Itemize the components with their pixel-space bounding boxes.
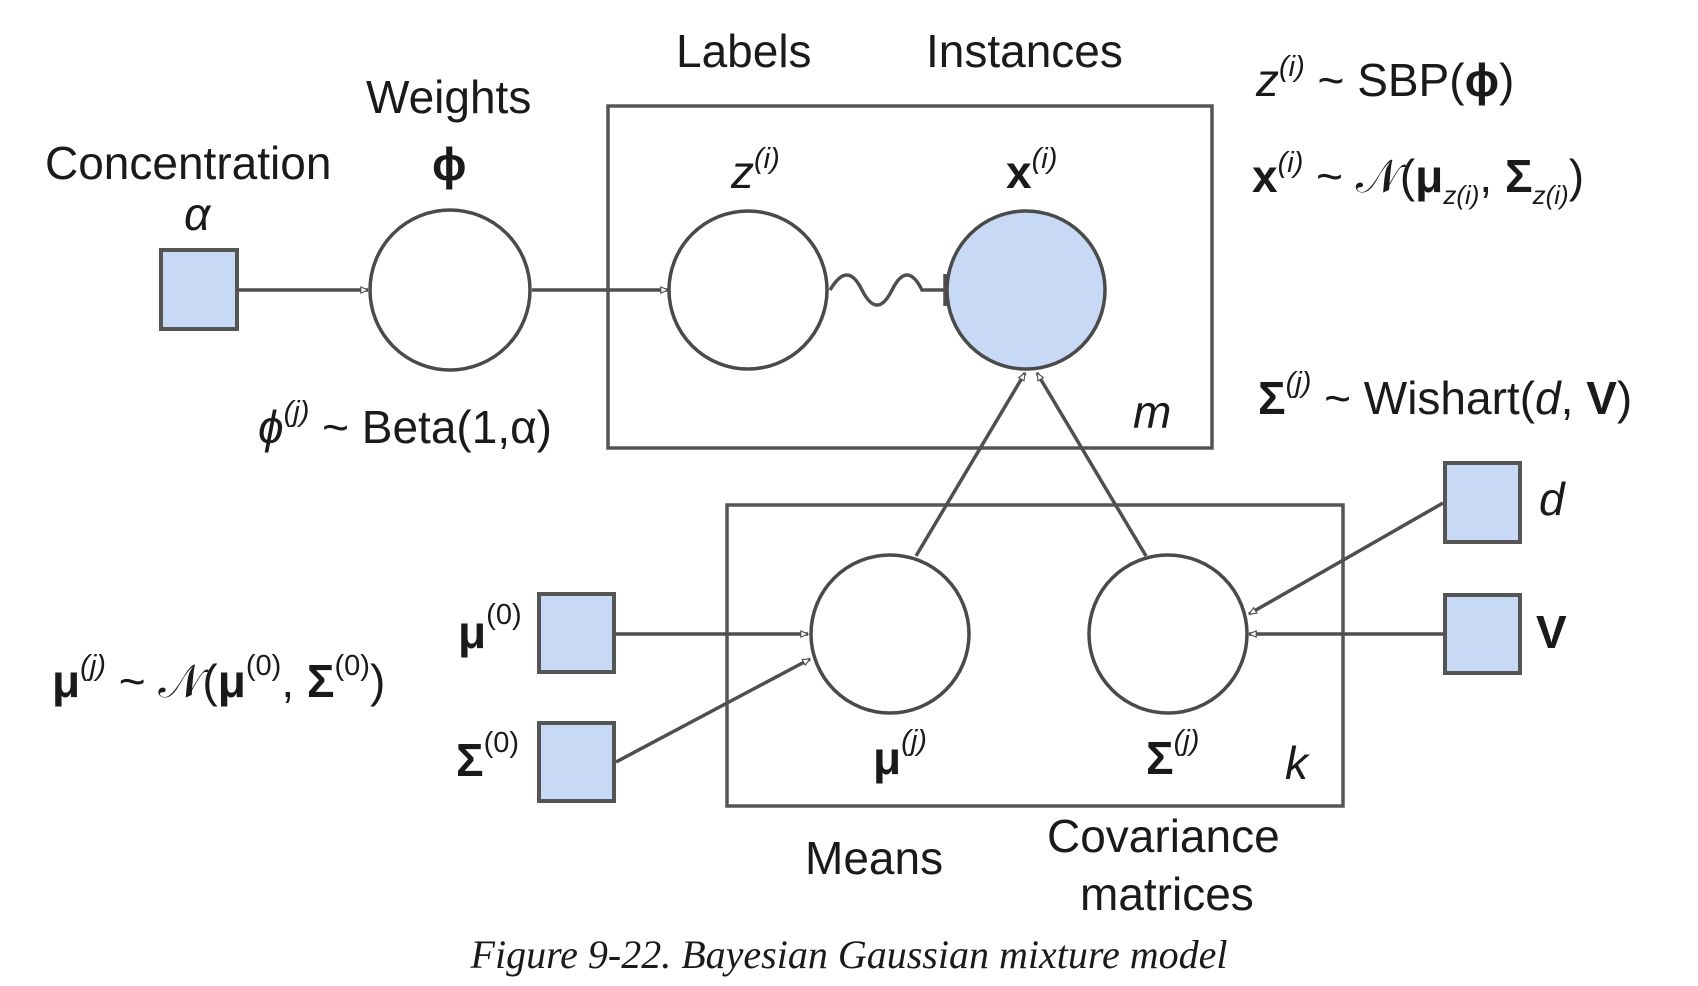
edge-sigma0-to-mu [615, 657, 810, 764]
labels-label: Labels [676, 25, 812, 77]
edge-z-to-x [828, 273, 945, 307]
alpha-symbol: α [184, 188, 212, 240]
plate-m-label: m [1133, 386, 1171, 438]
phi-symbol: ϕ [432, 138, 466, 190]
means-label: Means [805, 832, 943, 884]
sigma-node-symbol: Σ(j) [1146, 725, 1199, 784]
mu0-symbol: μ(0) [458, 599, 522, 658]
edge-mu-to-x [914, 373, 1027, 557]
figure-caption: Figure 9-22. Bayesian Gaussian mixture m… [470, 932, 1228, 977]
covariance-label-line2: matrices [1080, 868, 1254, 920]
mu-prior-formula: μ(j) ~ 𝒩(μ(0), Σ(0)) [52, 650, 385, 707]
z-node-symbol: z(i) [730, 143, 780, 198]
edge-sigma-to-x [1035, 373, 1148, 557]
mu0-hyperparameter-node [537, 592, 616, 674]
x-likelihood-formula: x(i) ~ 𝒩(μz(i), Σz(i)) [1252, 147, 1584, 210]
v-hyperparameter-node [1443, 593, 1522, 675]
concentration-label: Concentration [45, 137, 331, 189]
mu-mean-node [809, 553, 971, 715]
d-symbol: d [1539, 473, 1566, 525]
v-symbol: V [1536, 606, 1567, 658]
plate-k-label: k [1285, 737, 1310, 789]
mu-node-symbol: μ(j) [873, 725, 927, 784]
weights-label: Weights [366, 71, 531, 123]
z-prior-formula: z(i) ~ SBP(ϕ) [1255, 51, 1514, 106]
components-plate [725, 503, 1345, 808]
d-hyperparameter-node [1443, 461, 1522, 544]
sigma0-hyperparameter-node [537, 721, 616, 803]
edge-d-to-sigma [1249, 501, 1444, 616]
sigma0-symbol: Σ(0) [456, 727, 519, 786]
alpha-hyperparameter-node [159, 248, 239, 331]
covariance-label-line1: Covariance [1047, 810, 1280, 862]
sigma-covariance-node [1087, 553, 1249, 715]
x-instance-node [945, 209, 1107, 371]
sigma-prior-formula: Σ(j) ~ Wishart(d, V) [1258, 367, 1632, 424]
phi-prior-formula: ϕ(j) ~ Beta(1,α) [258, 396, 552, 453]
x-node-symbol: x(i) [1006, 143, 1057, 198]
instances-label: Instances [926, 25, 1123, 77]
phi-weights-node [368, 208, 532, 372]
instances-plate [606, 104, 1214, 450]
z-label-node [667, 209, 829, 371]
